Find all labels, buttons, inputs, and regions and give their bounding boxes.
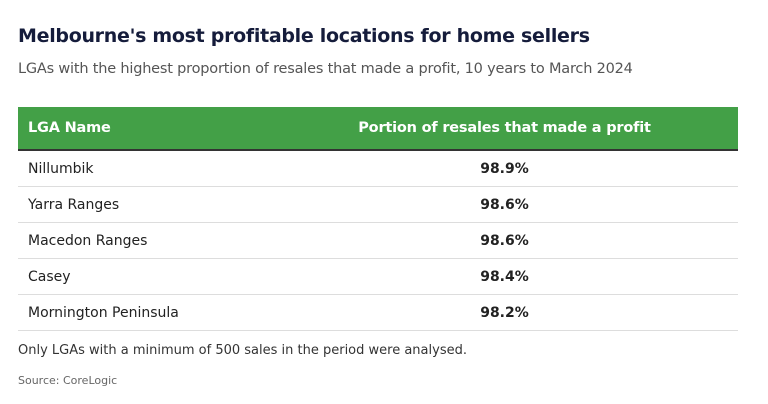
profit-portion-cell: 98.6%: [271, 222, 738, 259]
footnote: Only LGAs with a minimum of 500 sales in…: [18, 343, 467, 358]
profit-portion-cell: 98.2%: [271, 294, 738, 331]
profit-portion-cell: 98.9%: [271, 150, 738, 187]
profit-portion-cell: 98.6%: [271, 186, 738, 223]
lga-name-cell: Yarra Ranges: [18, 186, 271, 223]
table-row: Mornington Peninsula 98.2%: [18, 294, 738, 331]
column-header-lga-name: LGA Name: [18, 107, 271, 151]
table-header-row: LGA Name Portion of resales that made a …: [18, 107, 738, 151]
table-row: Nillumbik 98.9%: [18, 150, 738, 187]
lga-name-cell: Casey: [18, 258, 271, 295]
chart-title: Melbourne's most profitable locations fo…: [18, 25, 590, 47]
lga-name-cell: Mornington Peninsula: [18, 294, 271, 331]
lga-name-cell: Nillumbik: [18, 150, 271, 187]
chart-subtitle: LGAs with the highest proportion of resa…: [18, 61, 633, 77]
table-row: Yarra Ranges 98.6%: [18, 186, 738, 223]
profit-portion-cell: 98.4%: [271, 258, 738, 295]
lga-name-cell: Macedon Ranges: [18, 222, 271, 259]
source-credit: Source: CoreLogic: [18, 374, 118, 387]
data-table: LGA Name Portion of resales that made a …: [18, 107, 738, 331]
column-header-profit-portion: Portion of resales that made a profit: [271, 107, 738, 151]
table-row: Macedon Ranges 98.6%: [18, 222, 738, 259]
table-row: Casey 98.4%: [18, 258, 738, 295]
